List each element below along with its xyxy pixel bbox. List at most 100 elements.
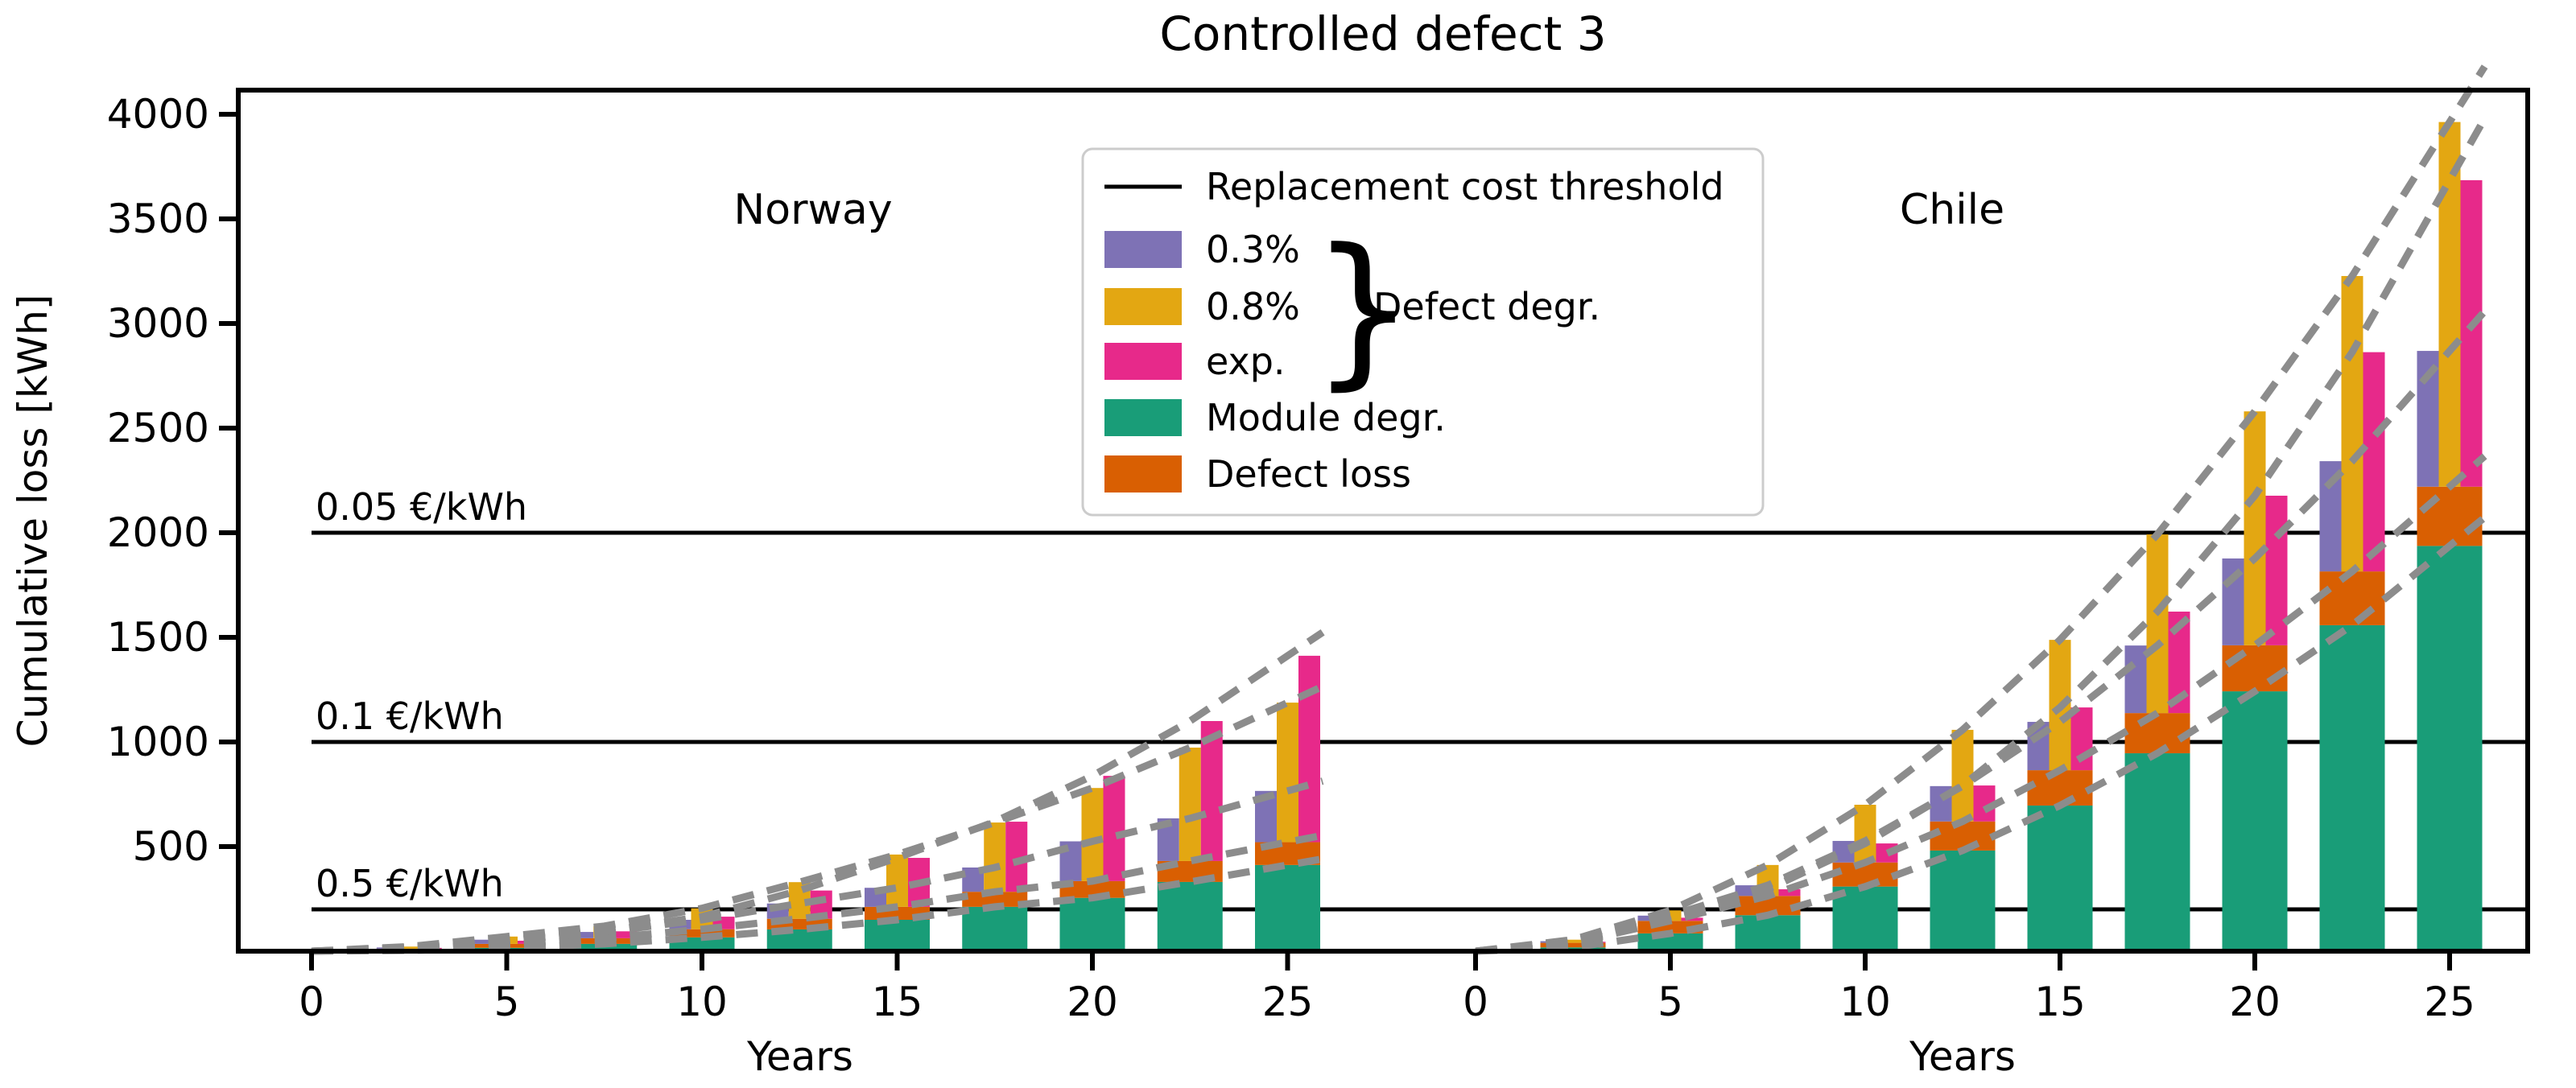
bar-segment-defect-loss xyxy=(2027,770,2093,806)
bar-segment-module-degr xyxy=(1157,881,1223,951)
bar-segment-module-degr xyxy=(2319,624,2385,951)
cumulative-curve-deg08 xyxy=(311,682,1324,955)
x-tick-label: 25 xyxy=(1262,979,1314,1025)
bar-segment-defect-degr-08 xyxy=(2341,275,2363,572)
x-tick-label: 15 xyxy=(872,979,923,1025)
x-tick-label: 10 xyxy=(1839,979,1891,1025)
bar-segment-defect-degr-08 xyxy=(1179,748,1201,861)
x-tick-label: 5 xyxy=(1657,979,1683,1025)
legend-swatch-defect-loss xyxy=(1104,455,1182,492)
bar-segment-defect-degr-03 xyxy=(2124,645,2147,714)
legend-brace: } xyxy=(1311,214,1415,406)
legend-label-defect-loss: Defect loss xyxy=(1206,452,1411,496)
axes-box xyxy=(236,88,2530,954)
legend-group-label: Defect degr. xyxy=(1373,285,1600,328)
cumulative-curve-degexp xyxy=(1475,116,2488,955)
bar-segment-defect-degr-08 xyxy=(1081,788,1104,881)
legend: Replacement cost threshold 0.3% 0.8% exp… xyxy=(1081,147,1765,517)
bar-segment-defect-loss xyxy=(1832,862,1898,887)
bar-segment-defect-degr-03 xyxy=(474,939,496,944)
legend-swatch-module xyxy=(1104,399,1182,436)
panel-label-chile: Chile xyxy=(1900,186,2004,234)
bar-segment-module-degr xyxy=(1059,897,1125,951)
bar-segment-module-degr xyxy=(2027,806,2093,951)
bar-segment-defect-degr-exp xyxy=(2460,179,2483,487)
x-axis-label-norway: Years xyxy=(746,1033,853,1080)
legend-swatch-deg03 xyxy=(1104,231,1182,268)
x-tick-label: 10 xyxy=(676,979,728,1025)
x-tick-label: 25 xyxy=(2424,979,2475,1025)
legend-label-degexp: exp. xyxy=(1206,340,1286,383)
chart-title: Controlled defect 3 xyxy=(1159,6,1606,61)
threshold-lines xyxy=(312,530,2528,912)
bar-segment-defect-degr-exp xyxy=(1103,776,1125,881)
bar-segment-module-degr xyxy=(2124,753,2190,951)
bar-segment-module-degr xyxy=(1735,915,1801,951)
bar-segment-defect-loss xyxy=(2319,571,2385,625)
x-tick-label: 20 xyxy=(2229,979,2281,1025)
bar-segment-defect-loss xyxy=(1735,896,1801,916)
bar-segment-defect-degr-03 xyxy=(1637,915,1660,921)
x-tick-label: 15 xyxy=(2034,979,2086,1025)
y-tick-label: 4000 xyxy=(107,91,209,138)
bar-segment-module-degr xyxy=(572,943,638,951)
bar-segment-defect-loss xyxy=(1930,821,1996,851)
x-tick-label: 0 xyxy=(1463,979,1488,1025)
x-tick-label: 20 xyxy=(1067,979,1118,1025)
bar-segment-defect-degr-08 xyxy=(2438,122,2461,487)
bar-segment-defect-loss xyxy=(669,929,735,938)
cumulative-curve-degexp xyxy=(311,628,1325,955)
legend-box xyxy=(1081,147,1765,517)
bar-segment-module-degr xyxy=(1255,864,1320,951)
bar-segment-defect-loss xyxy=(1540,942,1606,948)
bar-segment-module-degr xyxy=(865,920,930,951)
y-tick-label: 1000 xyxy=(107,719,209,765)
bar-segment-defect-degr-08 xyxy=(1277,703,1298,843)
bar-segment-defect-degr-exp xyxy=(615,931,638,938)
bar-segment-defect-degr-exp xyxy=(1298,655,1320,843)
bar-segment-module-degr xyxy=(1832,886,1898,951)
dashed-curves-norway xyxy=(311,628,1325,955)
axis-ticks: 500 1000 1500 2000 2500 3000 3500 4000 0 0 5 5 10 10 1… xyxy=(107,91,2475,1025)
legend-threshold-label: Replacement cost threshold xyxy=(1206,165,1724,208)
bar-segment-defect-degr-03 xyxy=(572,932,594,938)
bar-segment-defect-loss xyxy=(2417,486,2483,546)
x-tick-label: 0 xyxy=(299,979,324,1025)
bar-segment-defect-degr-exp xyxy=(1681,917,1703,921)
bar-segment-defect-degr-exp xyxy=(2265,495,2288,645)
x-tick-label: 5 xyxy=(494,979,520,1025)
y-axis-label: Cumulative loss [kWh] xyxy=(10,295,56,748)
bar-segment-defect-degr-08 xyxy=(2146,534,2169,714)
cumulative-curve-deg08 xyxy=(1475,64,2488,955)
bar-segment-defect-degr-08 xyxy=(984,822,1006,892)
legend-swatch-deg08 xyxy=(1104,288,1182,325)
y-tick-label: 1500 xyxy=(107,614,209,661)
bar-segment-defect-degr-08 xyxy=(1854,805,1876,863)
bar-segment-defect-loss xyxy=(2222,645,2288,692)
bar-segment-module-degr xyxy=(1930,850,1996,951)
bar-segment-module-degr xyxy=(2417,546,2483,951)
bar-segment-defect-degr-08 xyxy=(398,946,420,949)
bar-segment-defect-degr-08 xyxy=(2244,411,2266,645)
legend-swatch-degexp xyxy=(1104,343,1182,380)
panel-label-norway: Norway xyxy=(733,186,892,234)
y-tick-label: 500 xyxy=(133,823,209,870)
bar-segment-defect-loss xyxy=(2124,713,2190,754)
legend-label-deg03: 0.3% xyxy=(1206,228,1300,271)
bar-segment-defect-loss xyxy=(962,892,1028,907)
cumulative-curve-module xyxy=(1475,514,2487,955)
x-axis-label-chile: Years xyxy=(1909,1033,2016,1080)
threshold-label-005: 0.05 €/kWh xyxy=(316,485,527,529)
legend-label-deg08: 0.8% xyxy=(1206,285,1300,328)
y-tick-label: 2000 xyxy=(107,509,209,556)
bar-segment-defect-degr-exp xyxy=(1778,889,1801,896)
bar-segment-module-degr xyxy=(962,906,1028,951)
bars-norway xyxy=(376,655,1320,951)
y-tick-label: 2500 xyxy=(107,405,209,451)
threshold-label-01: 0.1 €/kWh xyxy=(316,694,504,738)
dashed-curves-chile xyxy=(1475,64,2488,955)
bar-segment-defect-degr-exp xyxy=(2363,352,2385,572)
legend-label-module: Module degr. xyxy=(1206,396,1446,439)
bar-segment-defect-degr-08 xyxy=(1562,939,1584,943)
